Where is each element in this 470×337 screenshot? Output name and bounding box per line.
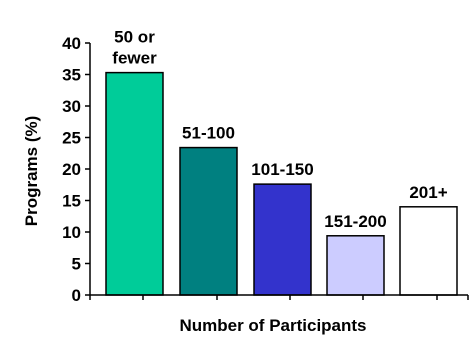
bar bbox=[179, 146, 238, 296]
bar-category-label: 151-200 bbox=[324, 212, 386, 231]
bar bbox=[399, 206, 458, 296]
y-tick-label: 15 bbox=[62, 192, 81, 211]
y-tick-label: 5 bbox=[72, 255, 81, 274]
x-axis-title: Number of Participants bbox=[179, 316, 366, 335]
y-tick-label: 10 bbox=[62, 223, 81, 242]
bar-labels: 50 or fewer 51-100 101-150 151-200 201+ bbox=[112, 28, 447, 231]
bar bbox=[326, 235, 385, 296]
bar-category-label: 201+ bbox=[409, 183, 447, 202]
bar bbox=[105, 71, 164, 296]
bars bbox=[105, 71, 458, 296]
y-tick-label: 20 bbox=[62, 160, 81, 179]
y-tick-label: 25 bbox=[62, 129, 81, 148]
y-axis-title: Programs (%) bbox=[22, 116, 41, 227]
bar-category-label: 50 or fewer bbox=[112, 28, 157, 68]
y-tick-label: 30 bbox=[62, 97, 81, 116]
bar bbox=[253, 183, 312, 296]
y-axis: 0 5 10 15 20 25 30 35 40 bbox=[62, 34, 469, 305]
bar-category-label: 51-100 bbox=[182, 124, 235, 143]
y-tick-label: 40 bbox=[62, 34, 81, 53]
y-tick-label: 35 bbox=[62, 66, 81, 85]
bar-category-label: 101-150 bbox=[251, 160, 313, 179]
y-tick-label: 0 bbox=[72, 286, 81, 305]
